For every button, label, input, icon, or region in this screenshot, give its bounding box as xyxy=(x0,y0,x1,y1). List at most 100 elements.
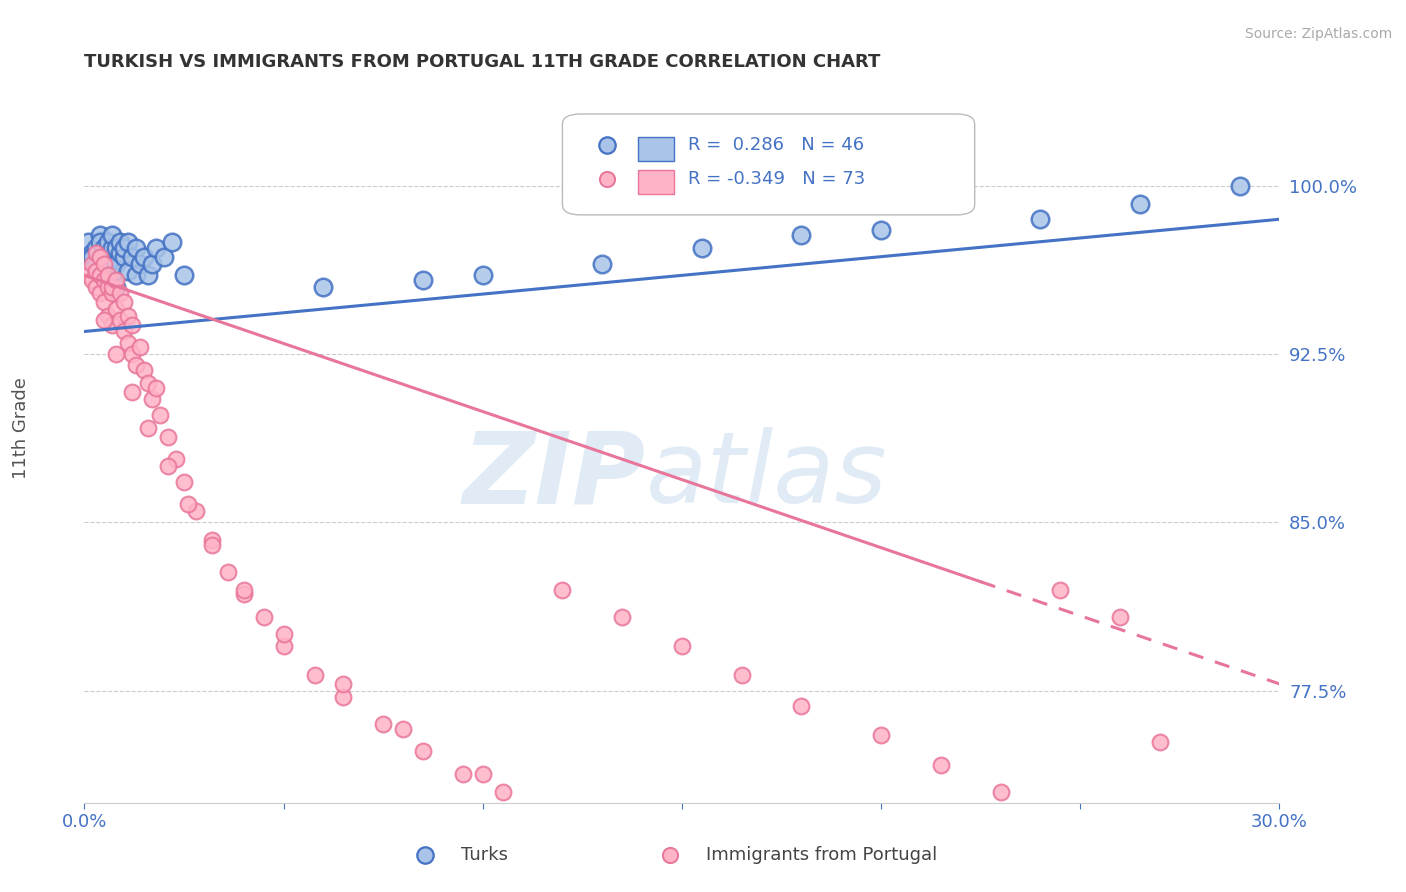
Point xyxy=(89,235,111,249)
Point xyxy=(97,235,120,249)
Point xyxy=(451,766,474,780)
Text: ZIP: ZIP xyxy=(463,427,645,524)
Point xyxy=(332,690,354,705)
Point xyxy=(153,251,176,265)
Point xyxy=(990,784,1012,798)
Point xyxy=(93,251,115,265)
Point xyxy=(125,268,148,283)
Point xyxy=(101,279,124,293)
Point xyxy=(136,376,159,390)
Text: TURKISH VS IMMIGRANTS FROM PORTUGAL 11TH GRADE CORRELATION CHART: TURKISH VS IMMIGRANTS FROM PORTUGAL 11TH… xyxy=(84,54,880,71)
Point xyxy=(177,497,200,511)
Point xyxy=(371,717,394,731)
Point xyxy=(82,273,104,287)
Point xyxy=(101,242,124,256)
Text: 11th Grade: 11th Grade xyxy=(13,377,30,479)
Point xyxy=(101,286,124,301)
Point xyxy=(121,347,143,361)
Point xyxy=(101,227,124,242)
Point xyxy=(591,257,613,271)
Point xyxy=(165,452,187,467)
Point xyxy=(1029,212,1052,227)
Point xyxy=(112,242,135,256)
Point xyxy=(1129,196,1152,211)
Text: R =  0.286   N = 46: R = 0.286 N = 46 xyxy=(688,136,865,154)
Point xyxy=(89,264,111,278)
Point xyxy=(304,668,326,682)
Point xyxy=(110,235,132,249)
Point xyxy=(97,279,120,293)
Text: atlas: atlas xyxy=(645,427,887,524)
Point xyxy=(121,251,143,265)
Point xyxy=(86,257,108,271)
Point xyxy=(117,309,139,323)
Point xyxy=(141,392,163,406)
Point xyxy=(929,757,952,772)
Point xyxy=(1149,735,1171,749)
Point xyxy=(790,699,813,714)
Point xyxy=(471,268,494,283)
Point xyxy=(105,301,128,316)
Point xyxy=(121,318,143,332)
Point xyxy=(145,381,167,395)
Point xyxy=(110,286,132,301)
Point xyxy=(105,279,128,293)
Point xyxy=(690,242,713,256)
Point xyxy=(870,729,893,743)
Point xyxy=(157,430,180,444)
Point xyxy=(93,242,115,256)
Point xyxy=(201,538,224,552)
Point xyxy=(136,421,159,435)
Point xyxy=(141,257,163,271)
Point xyxy=(112,295,135,310)
Point xyxy=(89,286,111,301)
Point xyxy=(97,257,120,271)
Point xyxy=(105,273,128,287)
Text: Source: ZipAtlas.com: Source: ZipAtlas.com xyxy=(1244,27,1392,41)
Point xyxy=(101,318,124,332)
Point xyxy=(125,242,148,256)
Point xyxy=(392,722,415,736)
Point xyxy=(273,639,295,653)
Point xyxy=(173,475,195,489)
Point xyxy=(86,246,108,260)
Point xyxy=(82,246,104,260)
Point xyxy=(117,264,139,278)
Point xyxy=(86,242,108,256)
Text: R = -0.349   N = 73: R = -0.349 N = 73 xyxy=(688,169,865,187)
Point xyxy=(117,335,139,350)
Point xyxy=(93,257,115,271)
Point xyxy=(1049,582,1071,597)
Point xyxy=(471,766,494,780)
Point xyxy=(160,235,183,249)
Point xyxy=(86,279,108,293)
Point xyxy=(129,340,152,354)
Point xyxy=(132,251,156,265)
Point xyxy=(129,257,152,271)
Point xyxy=(412,744,434,758)
Point xyxy=(86,264,108,278)
Point xyxy=(110,313,132,327)
Point xyxy=(82,251,104,265)
Point xyxy=(149,408,172,422)
Point xyxy=(1229,178,1251,193)
Point xyxy=(93,268,115,283)
Point xyxy=(157,459,180,474)
Point xyxy=(89,251,111,265)
Point xyxy=(173,268,195,283)
Point xyxy=(610,609,633,624)
Text: Immigrants from Portugal: Immigrants from Portugal xyxy=(706,846,936,864)
Point xyxy=(89,268,111,283)
FancyBboxPatch shape xyxy=(562,114,974,215)
Point xyxy=(790,227,813,242)
Point xyxy=(132,362,156,376)
Text: Turks: Turks xyxy=(461,846,508,864)
Bar xyxy=(638,137,673,161)
Point xyxy=(253,609,276,624)
Point xyxy=(136,268,159,283)
Point xyxy=(184,504,207,518)
Point xyxy=(105,347,128,361)
Point xyxy=(232,587,254,601)
Point xyxy=(77,235,100,249)
Point xyxy=(97,268,120,283)
